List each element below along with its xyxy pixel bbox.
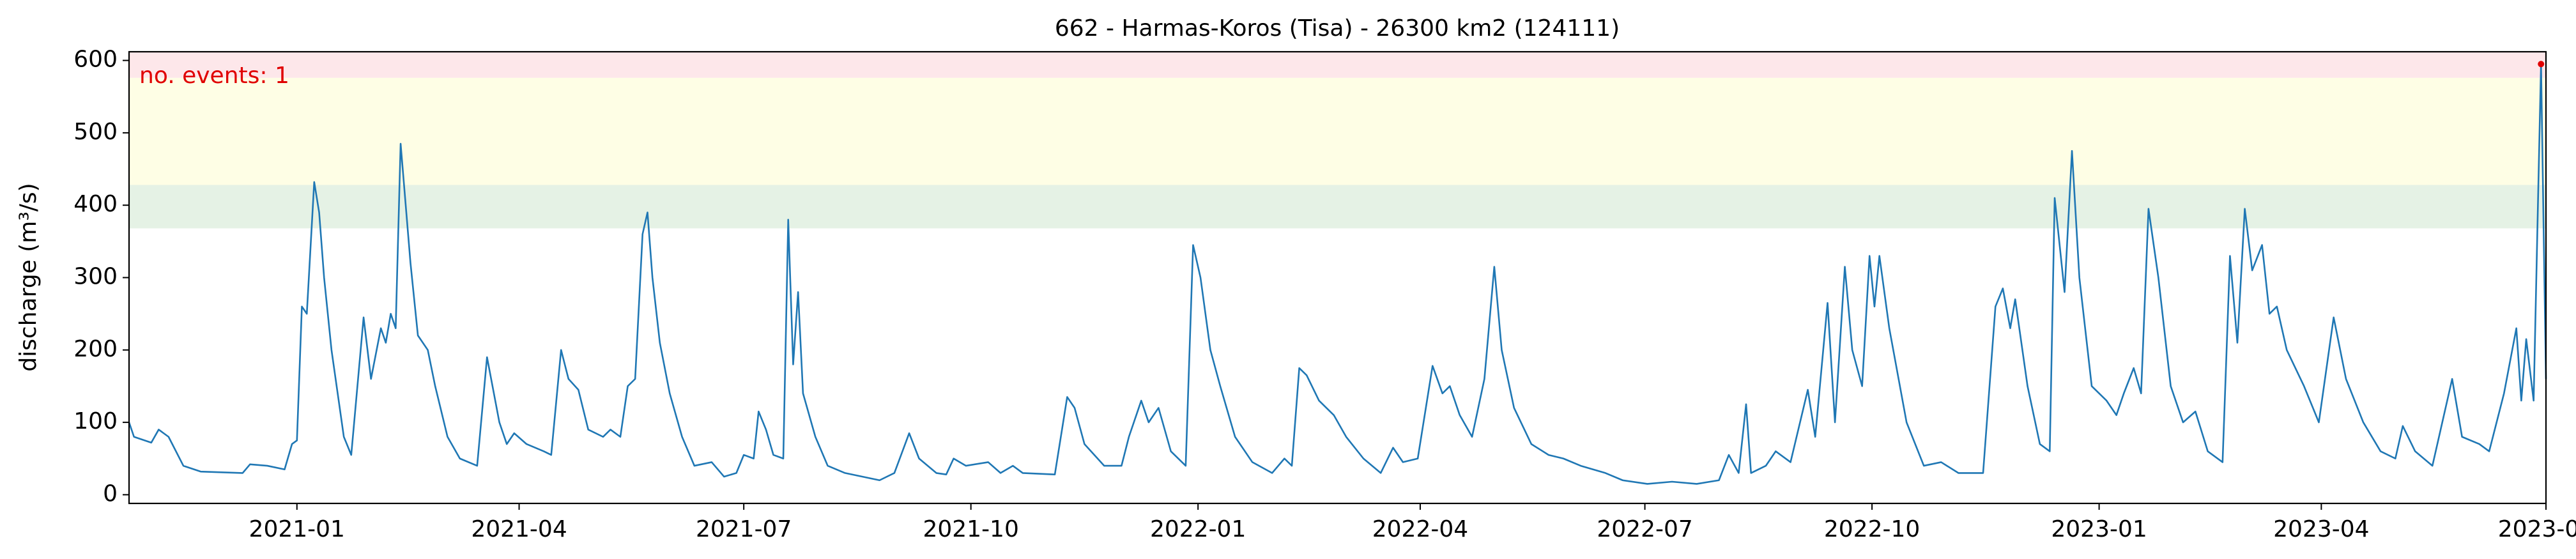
- threshold-band: [129, 77, 2546, 185]
- y-tick-label: 0: [103, 480, 118, 507]
- x-tick-label: 2023-04: [2273, 516, 2369, 542]
- x-tick-label: 2021-04: [471, 516, 567, 542]
- y-tick-label: 600: [73, 47, 118, 73]
- x-tick-label: 2022-04: [1372, 516, 1468, 542]
- y-tick-label: 300: [73, 264, 118, 290]
- x-tick-label: 2021-01: [249, 516, 345, 542]
- x-tick-label: 2022-01: [1150, 516, 1246, 542]
- x-tick-label: 2022-07: [1597, 516, 1692, 542]
- chart-title: 662 - Harmas-Koros (Tisa) - 26300 km2 (1…: [1055, 15, 1620, 42]
- discharge-line: [128, 63, 2547, 485]
- x-tick-label: 2022-10: [1824, 516, 1920, 542]
- y-tick-label: 100: [73, 408, 118, 434]
- y-tick-label: 500: [73, 119, 118, 145]
- event-marker: [2538, 61, 2545, 68]
- x-tick-label: 2023-07: [2498, 516, 2576, 542]
- x-tick-label: 2021-10: [923, 516, 1018, 542]
- x-tick-label: 2021-07: [696, 516, 792, 542]
- threshold-band: [129, 52, 2546, 78]
- y-axis-label: discharge (m³/s): [15, 183, 42, 371]
- events-annotation: no. events: 1: [139, 63, 289, 89]
- threshold-band: [129, 185, 2546, 229]
- y-tick-label: 400: [73, 191, 118, 217]
- y-tick-label: 200: [73, 336, 118, 362]
- plot-frame: [128, 50, 2547, 505]
- x-tick-label: 2023-01: [2051, 516, 2147, 542]
